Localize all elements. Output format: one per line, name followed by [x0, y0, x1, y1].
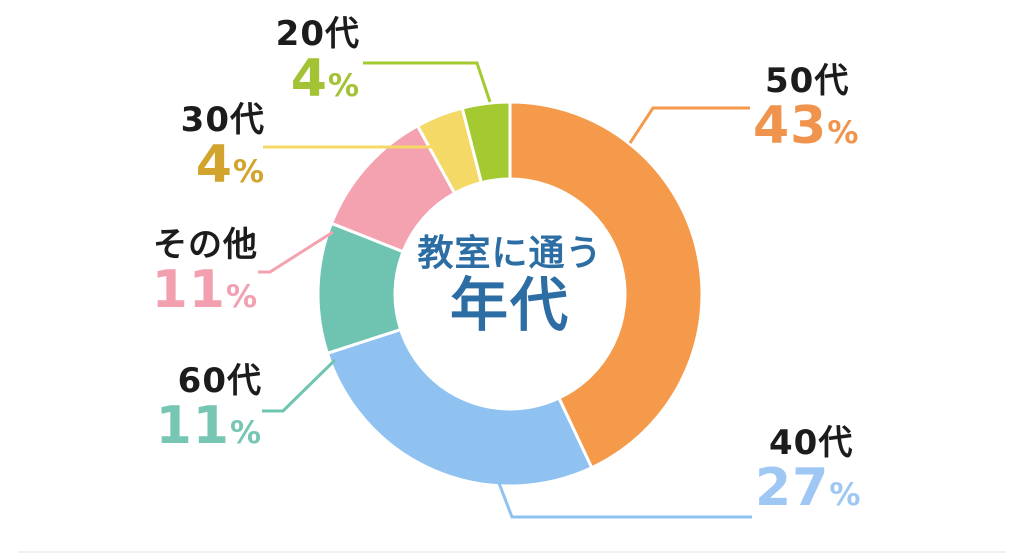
slice-50s [508, 100, 704, 470]
label-30s-value: 4 [195, 135, 233, 196]
label-20s-percent-sign: % [327, 68, 360, 105]
chart-center-title: 教室に通う 年代 [335, 233, 685, 339]
label-other: その他 11% [58, 225, 258, 317]
label-30s-percent-sign: % [232, 154, 265, 191]
label-20s-percent: 4% [160, 52, 360, 106]
label-40s-percent: 27% [755, 461, 861, 515]
leader-lines [258, 61, 752, 519]
label-60s-percent-sign: % [229, 415, 262, 452]
leader-line-50s [628, 106, 750, 144]
label-30s-name: 30代 [180, 100, 265, 140]
label-40s-value: 27 [755, 458, 830, 519]
label-50s-name: 50代 [765, 61, 850, 101]
label-20s: 20代 4% [160, 14, 360, 106]
leader-line-20s [363, 61, 492, 103]
slice-40s [325, 328, 594, 488]
label-other-percent-sign: % [225, 279, 258, 316]
label-30s-percent: 4% [65, 138, 265, 192]
leader-line-40s [495, 477, 752, 519]
label-50s-percent-sign: % [827, 115, 860, 152]
bottom-edge-line [18, 551, 1006, 553]
donut-slices [316, 100, 704, 488]
label-30s: 30代 4% [65, 100, 265, 192]
center-title-line1: 教室に通う [417, 233, 603, 274]
label-20s-value: 4 [290, 49, 328, 110]
label-50s: 50代 43% [753, 61, 859, 153]
leader-line-other [258, 230, 334, 274]
label-60s-value: 11 [155, 396, 230, 457]
label-40s-name: 40代 [769, 423, 854, 463]
label-60s-name: 60代 [177, 361, 262, 401]
leader-line-60s [262, 358, 337, 413]
label-20s-name: 20代 [275, 14, 360, 54]
label-40s: 40代 27% [755, 423, 861, 515]
label-other-name: その他 [153, 225, 258, 265]
label-other-percent: 11% [58, 263, 258, 317]
label-50s-value: 43 [753, 96, 828, 157]
label-40s-percent-sign: % [829, 477, 862, 514]
slice-20s [460, 100, 512, 185]
label-60s-percent: 11% [62, 399, 262, 453]
center-title-line2: 年代 [449, 271, 570, 339]
label-other-value: 11 [151, 260, 226, 321]
label-50s-percent: 43% [753, 99, 859, 153]
label-60s: 60代 11% [62, 361, 262, 453]
